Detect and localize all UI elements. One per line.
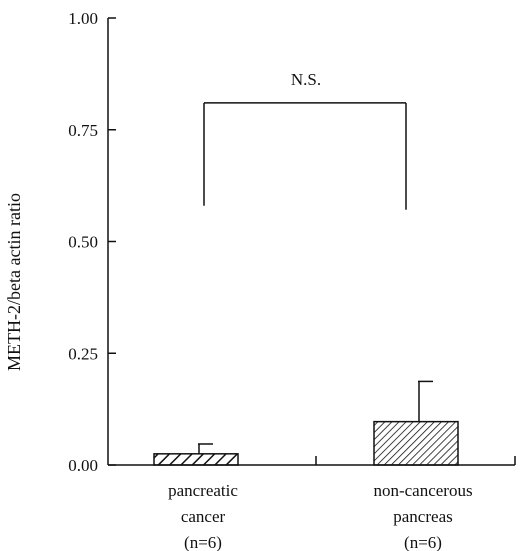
category-label-line2: cancer: [181, 507, 226, 526]
y-axis-ticks: 0.00 0.25 0.50 0.75 1.00: [68, 9, 116, 475]
y-tick-label: 0.75: [68, 121, 98, 140]
bar-non-cancerous-pancreas: [373, 420, 459, 466]
category-label-line1: non-cancerous: [373, 481, 472, 500]
category-label-line3: (n=6): [404, 533, 442, 551]
category-label-line3: (n=6): [184, 533, 222, 551]
significance-label: N.S.: [291, 70, 321, 89]
category-labels: pancreatic cancer (n=6) non-cancerous pancre…: [168, 481, 472, 551]
y-tick-label: 0.25: [68, 344, 98, 363]
y-tick-label: 1.00: [68, 9, 98, 28]
x-axis-ticks: [315, 456, 516, 465]
y-axis-title: METH-2/beta actin ratio: [4, 193, 24, 371]
category-label-line2: pancreas: [393, 507, 452, 526]
significance-bracket: N.S.: [203, 70, 407, 210]
y-tick-label: 0.00: [68, 456, 98, 475]
error-bars-group: [198, 380, 433, 454]
category-label-line1: pancreatic: [168, 481, 238, 500]
y-tick-label: 0.50: [68, 233, 98, 252]
bars-group: [153, 420, 459, 466]
bar-pancreatic-cancer: [153, 453, 239, 466]
